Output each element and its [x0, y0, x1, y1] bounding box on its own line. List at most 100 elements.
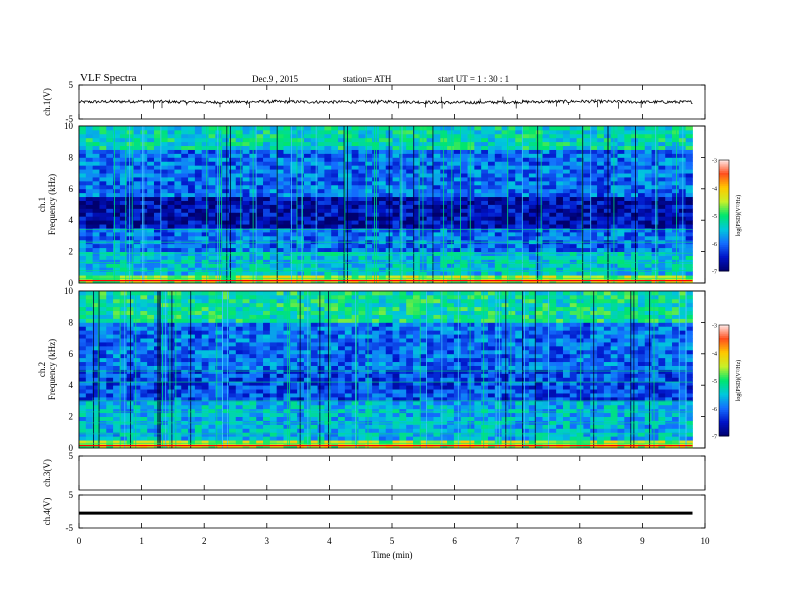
spectrogram-cell: [194, 220, 203, 225]
spectrogram-cell: [569, 424, 577, 429]
spectrogram-cell: [447, 133, 455, 139]
spectrogram-cell: [119, 231, 128, 237]
spectrogram-cell: [460, 153, 468, 158]
spectrogram-cell: [215, 263, 223, 268]
spectrogram-cell: [637, 204, 646, 209]
spectrogram-cell: [160, 188, 169, 194]
spectrogram-cell: [331, 212, 339, 217]
xtick-label: 0: [77, 536, 82, 546]
spectrogram-cell: [672, 263, 680, 268]
spectrogram-cell: [290, 400, 298, 406]
spectrogram-cell: [310, 251, 318, 256]
spectrogram-cell: [358, 224, 366, 229]
spectrogram-cell: [672, 271, 680, 276]
spectrogram-cell: [92, 184, 100, 190]
spectrogram-cell: [99, 208, 107, 213]
spectrogram-cell: [297, 149, 305, 154]
spectrogram-cell: [160, 440, 169, 445]
spectrogram-cell: [590, 208, 598, 213]
spectrogram-cell: [153, 161, 162, 166]
spectrogram-cell: [542, 165, 550, 170]
ytick-label-ch1-waveform: 5: [69, 80, 74, 90]
spectrogram-cell: [399, 259, 407, 264]
spectrogram-cell: [160, 129, 169, 135]
spectrogram-cell: [263, 153, 271, 158]
spectrogram-cell: [372, 180, 380, 186]
spectrogram-cell: [160, 432, 169, 437]
spectrogram-cell: [290, 129, 298, 135]
spectrogram-cell: [487, 255, 496, 260]
spectrogram-cell: [310, 263, 318, 268]
spectrogram-cell: [358, 141, 366, 147]
spectrogram-cell: [338, 436, 346, 441]
spectrogram-cell: [406, 243, 414, 249]
spectrogram-cell: [276, 129, 284, 135]
spectrogram-cell: [658, 141, 666, 147]
spectrogram-cell: [194, 404, 203, 410]
spectrogram-cell: [624, 251, 632, 256]
spectrogram-cell: [351, 263, 359, 268]
spectrogram-cell: [556, 432, 564, 437]
spectrogram-cell: [167, 271, 175, 276]
spectrogram-cell: [365, 208, 373, 213]
spectrogram-cell: [501, 153, 509, 158]
spectrogram-cell: [269, 247, 278, 252]
spectrogram-cell: [617, 141, 625, 147]
spectrogram-cell: [583, 231, 591, 237]
spectrogram-cell: [562, 228, 571, 233]
spectrogram-cell: [569, 145, 577, 150]
spectrogram-cell: [590, 271, 598, 276]
spectrogram-cell: [358, 153, 366, 158]
spectrogram-cell: [508, 440, 516, 445]
spectrogram-cell: [460, 149, 468, 154]
spectrogram-cell: [324, 188, 332, 194]
spectrogram-cell: [644, 432, 652, 437]
spectrogram-cell: [324, 149, 332, 154]
spectrogram-cell: [290, 137, 298, 143]
spectrogram-cell: [242, 141, 250, 147]
spectrogram-cell: [419, 440, 428, 445]
spectrogram-cell: [113, 267, 121, 272]
spectrogram-cell: [535, 180, 543, 186]
spectrogram-cell: [181, 157, 189, 162]
spectrogram-cell: [338, 243, 346, 249]
spectrogram-cell: [126, 137, 134, 143]
spectrogram-cell: [276, 228, 284, 233]
spectrogram-cell: [576, 432, 584, 437]
spectrogram-cell: [235, 180, 243, 186]
spectrogram-cell: [467, 436, 475, 441]
spectrogram-cell: [290, 165, 298, 170]
spectrogram-cell: [392, 200, 400, 205]
spectrogram-cell: [528, 173, 537, 178]
trace-ch1-waveform: [78, 98, 693, 105]
spectrogram-cell: [413, 173, 421, 178]
spectrogram-cell: [631, 440, 639, 445]
spectrogram-cell: [535, 404, 543, 410]
colorbar-cell: [719, 243, 729, 246]
spectrogram-cell: [181, 196, 189, 201]
spectrogram-cell: [433, 408, 441, 414]
spectrogram-cell: [256, 247, 264, 252]
spectrogram-cell: [276, 275, 284, 280]
spectrogram-cell: [535, 235, 543, 241]
spectrogram-cell: [603, 180, 612, 186]
spectrogram-cell: [372, 133, 380, 139]
spectrogram-cell: [181, 247, 189, 252]
spectrogram-cell: [106, 243, 114, 249]
colorbar-tick-label: -6: [712, 242, 717, 248]
spectrogram-cell: [317, 212, 325, 217]
spectrogram-cell: [276, 161, 284, 166]
spectrogram-cell: [515, 235, 523, 241]
spectrogram-cell: [99, 129, 107, 135]
spectrogram-cell: [515, 251, 523, 256]
spectrogram-cell: [460, 275, 468, 280]
spectrogram-cell: [576, 133, 584, 139]
spectrogram-cell: [494, 129, 503, 135]
spectrogram-cell: [79, 153, 87, 158]
spectrogram-cell: [167, 408, 175, 414]
spectrogram-cell: [644, 247, 652, 252]
ylabel-ch4-waveform: ch.4(V): [42, 498, 52, 526]
spectrogram-cell: [556, 157, 564, 162]
spectrogram-cell: [542, 412, 550, 418]
spectrogram-cell: [358, 184, 366, 190]
